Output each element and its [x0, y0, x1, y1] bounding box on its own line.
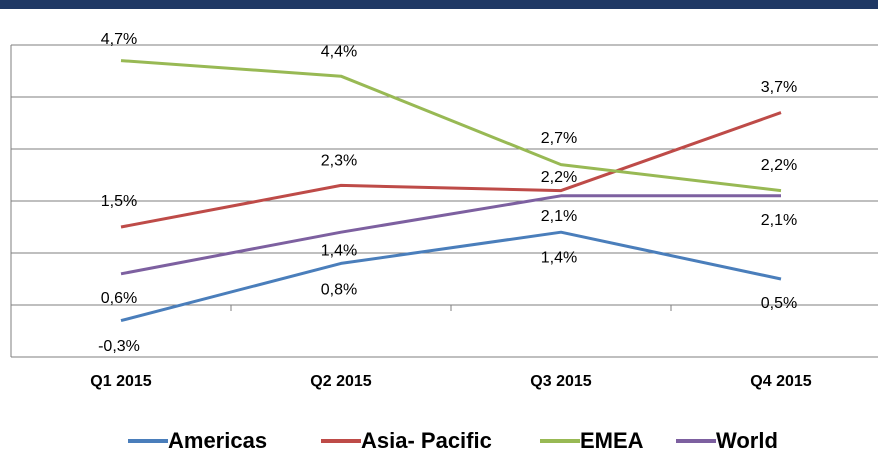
- data-label: -0,3%: [98, 338, 140, 355]
- data-label: 1,4%: [321, 242, 357, 259]
- x-tick-label: Q4 2015: [750, 373, 811, 390]
- data-label: 2,2%: [761, 157, 797, 174]
- legend-label: Asia- Pacific: [361, 428, 492, 453]
- data-label: 2,2%: [541, 169, 577, 186]
- header-bar: [0, 0, 878, 9]
- data-label: 1,4%: [541, 249, 577, 266]
- data-label: 3,7%: [761, 79, 797, 96]
- x-tick-label: Q2 2015: [310, 373, 371, 390]
- data-label: 4,7%: [101, 31, 137, 48]
- series-line: [120, 194, 781, 276]
- legend-label: EMEA: [580, 428, 644, 453]
- data-label: 4,4%: [321, 43, 357, 60]
- data-label: 1,5%: [101, 193, 137, 210]
- x-tick-label: Q3 2015: [530, 373, 591, 390]
- data-label: 2,3%: [321, 153, 357, 170]
- data-label: 2,7%: [541, 130, 577, 147]
- data-label: 2,1%: [761, 212, 797, 229]
- data-label: 0,8%: [321, 282, 357, 299]
- legend-label: Americas: [168, 428, 267, 453]
- data-label: 0,5%: [761, 295, 797, 312]
- series-line: [120, 230, 782, 323]
- data-label: 0,6%: [101, 290, 137, 307]
- legend-label: World: [716, 428, 778, 453]
- x-tick-label: Q1 2015: [90, 373, 151, 390]
- series-line: [120, 111, 782, 229]
- series-line: [120, 59, 782, 193]
- data-label: 2,1%: [541, 208, 577, 225]
